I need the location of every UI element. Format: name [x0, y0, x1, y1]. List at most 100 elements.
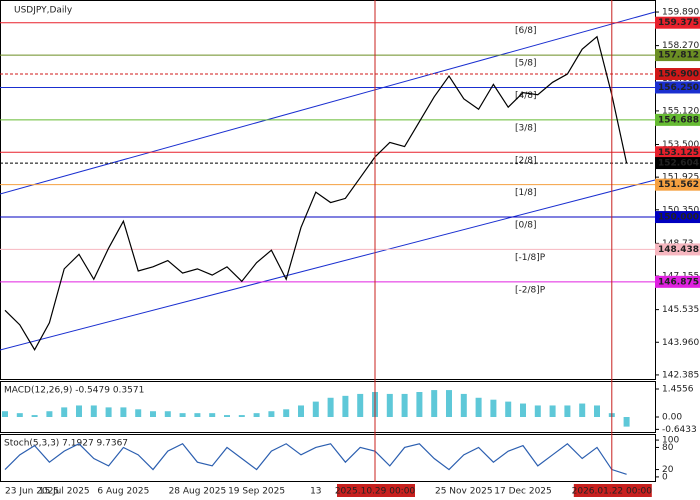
macd-bar [194, 413, 201, 417]
x-tick-label: 28 Aug 2025 [169, 487, 227, 497]
channel-upper [0, 11, 656, 195]
macd-bar [120, 407, 127, 417]
level-name: [-2/8]P [515, 285, 546, 295]
chart-title: USDJPY,Daily [14, 6, 73, 16]
macd-bar [327, 397, 334, 417]
level-label: 152.604 [658, 159, 699, 169]
y-tick-label: 143.960 [662, 338, 699, 348]
macd-bar [386, 393, 393, 417]
macd-bar [209, 413, 216, 417]
macd-bar [164, 411, 171, 417]
macd-bar [490, 399, 497, 417]
y-tick-label: 100 [662, 436, 679, 446]
macd-bar [150, 411, 156, 417]
level-box [655, 275, 700, 288]
macd-bar [76, 405, 82, 417]
macd-bar [179, 413, 186, 417]
price-line [4, 35, 628, 351]
y-tick-label: 159.890 [662, 8, 699, 18]
y-tick-label: -0.6433 [662, 425, 697, 435]
x-tick-label: 17 Dec 2025 [494, 487, 552, 497]
macd-bar [253, 413, 260, 417]
date-highlight [573, 484, 652, 497]
y-tick-label: 151.925 [662, 173, 699, 183]
y-tick-label: 20 [662, 465, 674, 475]
macd-bar [61, 407, 68, 417]
level-label: 157.812 [658, 51, 699, 61]
x-tick-label: 19 Sep 2025 [228, 487, 285, 497]
level-name: [0/8] [515, 221, 537, 231]
level-label: 151.562 [658, 180, 699, 190]
macd-bar [135, 409, 142, 417]
panel-title: Stoch(5,3,3) 7.1927 9.7367 [4, 439, 128, 449]
x-tick-label: 23 Jun 2025 [5, 487, 59, 497]
stoch-panel [0, 434, 656, 482]
level-label: 146.875 [658, 277, 699, 287]
y-tick-label: 80 [662, 443, 674, 453]
macd-bar [283, 409, 290, 417]
macd-bar [31, 415, 38, 417]
macd-bar [238, 415, 245, 417]
macd-bar [416, 392, 423, 417]
macd-bar [2, 411, 8, 417]
y-tick-label: 145.535 [662, 305, 699, 315]
level-box [655, 81, 700, 94]
level-box [655, 68, 700, 81]
y-tick-label: 155.120 [662, 106, 699, 116]
level-label: 148.438 [658, 245, 699, 255]
macd-bar [475, 397, 482, 417]
macd-bar [446, 390, 452, 417]
macd-bar [579, 403, 586, 417]
level-box [655, 157, 700, 170]
level-box [655, 16, 700, 29]
y-tick-label: 0.00 [662, 413, 682, 423]
level-name: [2/8] [515, 156, 537, 166]
date-highlight [337, 484, 415, 497]
macd-bar [342, 395, 349, 417]
level-name: [4/8] [515, 91, 537, 101]
level-label: 154.688 [658, 115, 699, 125]
level-name: [-1/8]P [515, 253, 546, 263]
level-box [655, 146, 700, 159]
price-line [4, 442, 627, 475]
y-tick-label: 0 [662, 472, 668, 482]
level-box [655, 178, 700, 191]
panel-title: MACD(12,26,9) -0.5479 0.3571 [4, 386, 144, 396]
macd-bar [520, 403, 526, 417]
macd-bar [564, 405, 571, 417]
x-tick-label: 2026.01.22 00:00 [572, 487, 653, 497]
macd-bar [105, 407, 112, 417]
macd-bar [505, 401, 512, 417]
level-name: [1/8] [515, 188, 537, 198]
y-tick-label: 153.500 [662, 140, 699, 150]
macd-bar [431, 390, 438, 417]
y-tick-label: 1.4556 [662, 385, 694, 395]
macd-bar [16, 413, 23, 417]
macd-bar [298, 405, 304, 417]
x-tick-label: 25 Nov 2025 [435, 487, 493, 497]
macd-bar [357, 393, 364, 417]
level-label: 150.000 [658, 213, 699, 223]
level-name: [5/8] [515, 59, 537, 69]
x-tick-label: 15 Jul 2025 [39, 487, 90, 497]
macd-bar [46, 411, 53, 417]
macd-bar [594, 405, 600, 417]
macd-bar [460, 393, 467, 417]
macd-bar [534, 405, 541, 417]
channel-lower [0, 179, 656, 351]
level-box [655, 113, 700, 126]
level-box [655, 49, 700, 62]
level-label: 156.250 [658, 83, 699, 93]
level-label: 153.125 [658, 148, 699, 158]
x-tick-label: 2025.10.29 00:00 [335, 487, 416, 497]
x-tick-label: 13 [310, 487, 321, 497]
macd-bar [549, 405, 556, 417]
level-label: 156.900 [658, 70, 699, 80]
y-tick-label: 150.350 [662, 205, 699, 215]
macd-panel [0, 381, 656, 433]
macd-bar [623, 417, 630, 427]
macd-bar [90, 405, 97, 417]
level-name: [3/8] [515, 123, 537, 133]
